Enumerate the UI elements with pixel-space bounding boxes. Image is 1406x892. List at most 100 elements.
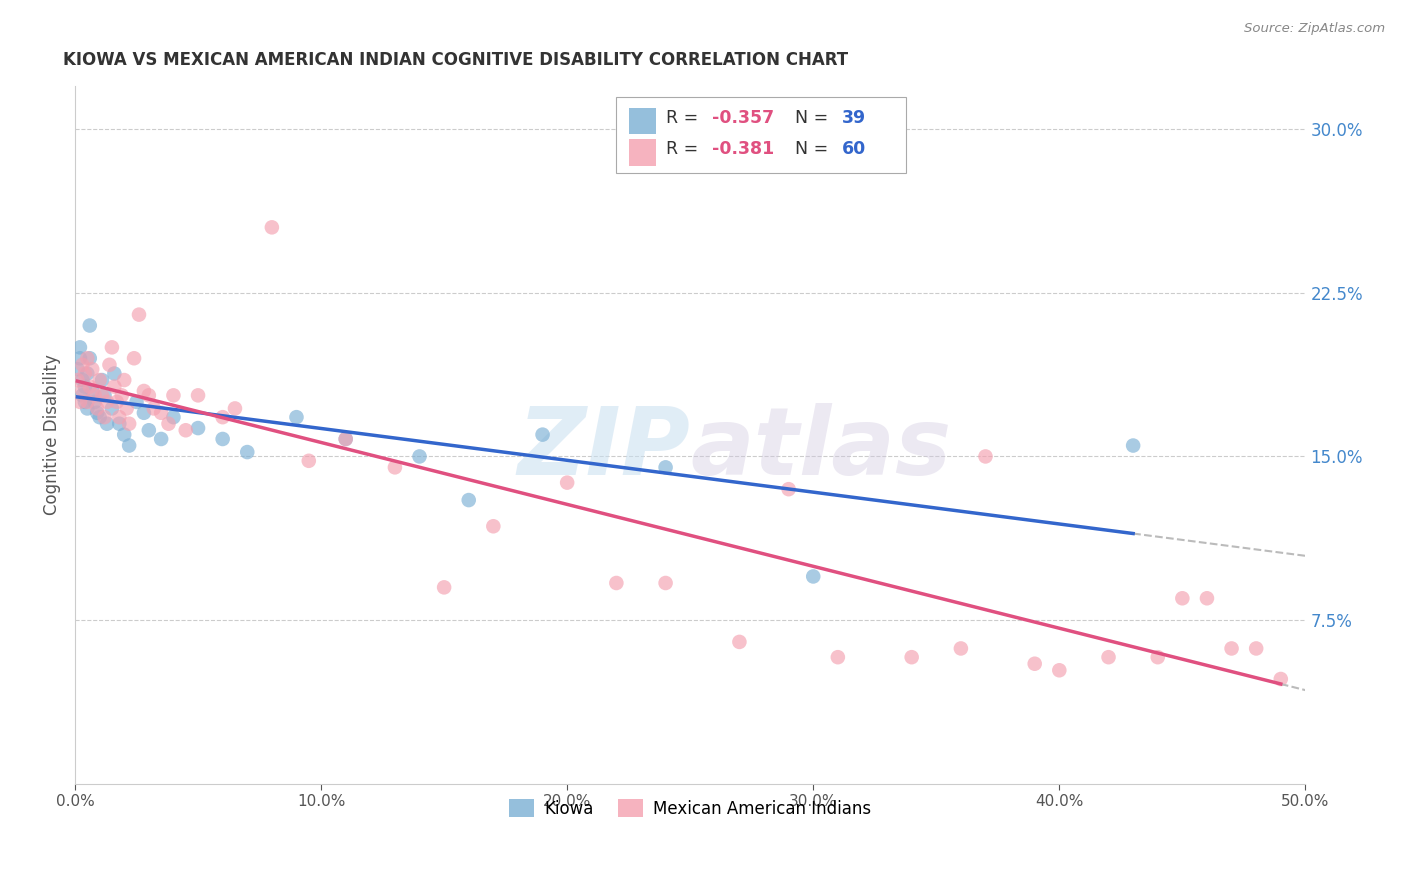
Text: 39: 39 [842,109,866,127]
Text: ZIP: ZIP [517,402,690,494]
Point [72,358,94,372]
Point [112,427,135,442]
Point [128,308,150,322]
Point [118,417,141,431]
Point [132,384,155,398]
Point [103,367,125,381]
Point [778,482,800,496]
Point [1024,657,1046,671]
Point [260,220,283,235]
Point [728,635,751,649]
Point [72,384,94,398]
Point [162,388,184,402]
Text: R =: R = [665,140,697,158]
Y-axis label: Cognitive Disability: Cognitive Disability [44,354,60,515]
Point [187,421,209,435]
FancyBboxPatch shape [628,139,655,166]
Point [174,423,197,437]
Point [1097,650,1119,665]
Point [108,410,131,425]
Point [285,410,308,425]
Point [79,379,101,393]
Point [125,395,148,409]
Point [654,576,676,591]
Point [93,410,115,425]
Point [103,379,125,393]
Point [72,373,94,387]
Point [150,406,173,420]
Point [949,641,972,656]
Point [69,340,91,354]
Point [69,351,91,366]
Point [1146,650,1168,665]
Point [91,388,114,402]
Text: -0.357: -0.357 [713,109,775,127]
Point [66,373,89,387]
Point [138,423,160,437]
Point [142,401,165,416]
Point [150,432,173,446]
Point [1047,663,1070,677]
Point [236,445,259,459]
Point [93,388,115,402]
Point [1171,591,1194,606]
Point [96,417,118,431]
Point [801,569,824,583]
Point [900,650,922,665]
Point [211,410,233,425]
Point [187,388,209,402]
Point [1270,672,1292,686]
Point [827,650,849,665]
FancyBboxPatch shape [616,97,905,173]
Point [89,373,111,387]
Point [1195,591,1218,606]
Point [83,388,105,402]
Point [86,406,108,420]
Point [118,438,141,452]
Point [482,519,505,533]
Point [298,454,321,468]
Point [115,401,138,416]
Point [974,450,997,464]
Text: N =: N = [794,109,828,127]
Text: R =: R = [665,109,697,127]
Point [335,432,357,446]
Point [73,367,96,381]
Point [89,410,111,425]
Point [605,576,627,591]
Text: -0.381: -0.381 [713,140,775,158]
Point [82,362,104,376]
Point [66,362,89,376]
Point [73,395,96,409]
Point [98,358,121,372]
Point [162,410,184,425]
Point [76,395,98,409]
Point [79,351,101,366]
Point [79,318,101,333]
Point [96,395,118,409]
Point [138,388,160,402]
Point [555,475,578,490]
Point [1122,438,1144,452]
Point [76,351,98,366]
Point [73,379,96,393]
Point [101,401,124,416]
Point [111,388,134,402]
Point [654,460,676,475]
Point [105,395,128,409]
Text: N =: N = [794,140,828,158]
FancyBboxPatch shape [628,108,655,135]
Point [72,388,94,402]
Point [335,432,357,446]
Point [101,340,124,354]
Point [211,432,233,446]
Point [1220,641,1243,656]
Point [224,401,246,416]
Point [433,580,456,594]
Text: atlas: atlas [690,402,952,494]
Point [457,493,479,508]
Point [76,401,98,416]
Point [408,450,430,464]
Text: KIOWA VS MEXICAN AMERICAN INDIAN COGNITIVE DISABILITY CORRELATION CHART: KIOWA VS MEXICAN AMERICAN INDIAN COGNITI… [63,51,848,69]
Point [108,417,131,431]
